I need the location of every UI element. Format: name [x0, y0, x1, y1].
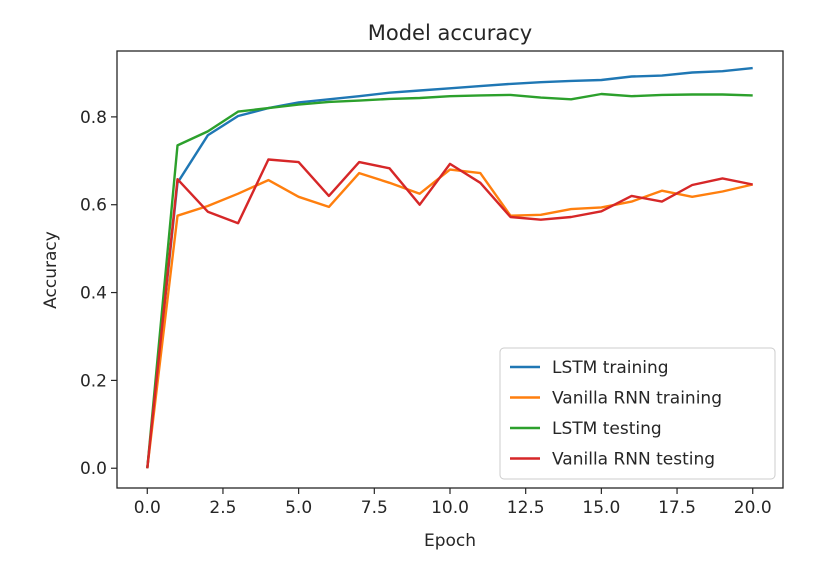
legend-label-vanilla-rnn-testing: Vanilla RNN testing [552, 450, 715, 470]
x-tick-label: 0.0 [134, 498, 161, 518]
y-tick-label: 0.0 [80, 459, 107, 479]
x-tick-label: 10.0 [431, 498, 469, 518]
legend-label-vanilla-rnn-training: Vanilla RNN training [552, 389, 722, 409]
legend-label-lstm-testing: LSTM testing [552, 419, 662, 439]
y-tick-label: 0.2 [80, 371, 107, 391]
x-tick-label: 17.5 [658, 498, 696, 518]
series-line-lstm-testing [146, 92, 753, 469]
chart-title: Model accuracy [368, 21, 532, 45]
x-axis: 0.0 2.5 5.0 7.5 10.0 12.5 15.0 17.5 20.0 [134, 488, 772, 518]
y-axis-title: Accuracy [41, 231, 61, 309]
x-axis-title: Epoch [424, 531, 476, 551]
series-line-lstm-training [146, 66, 753, 469]
x-tick-label: 12.5 [507, 498, 545, 518]
series-line-vanilla-rnn-testing [146, 158, 753, 469]
legend: LSTM training Vanilla RNN training LSTM te… [499, 347, 776, 480]
x-tick-label: 20.0 [734, 498, 772, 518]
series-lines [146, 66, 753, 469]
y-tick-label: 0.6 [80, 196, 107, 216]
series-line-vanilla-rnn-training [146, 168, 753, 469]
y-tick-label: 0.4 [80, 284, 107, 304]
y-axis: 0.0 0.2 0.4 0.6 0.8 [80, 108, 117, 479]
x-tick-label: 7.5 [361, 498, 388, 518]
x-tick-label: 15.0 [582, 498, 620, 518]
x-tick-label: 5.0 [285, 498, 312, 518]
legend-label-lstm-training: LSTM training [552, 358, 669, 378]
x-tick-label: 2.5 [209, 498, 236, 518]
legend-box [499, 347, 776, 480]
y-tick-label: 0.8 [80, 108, 107, 128]
